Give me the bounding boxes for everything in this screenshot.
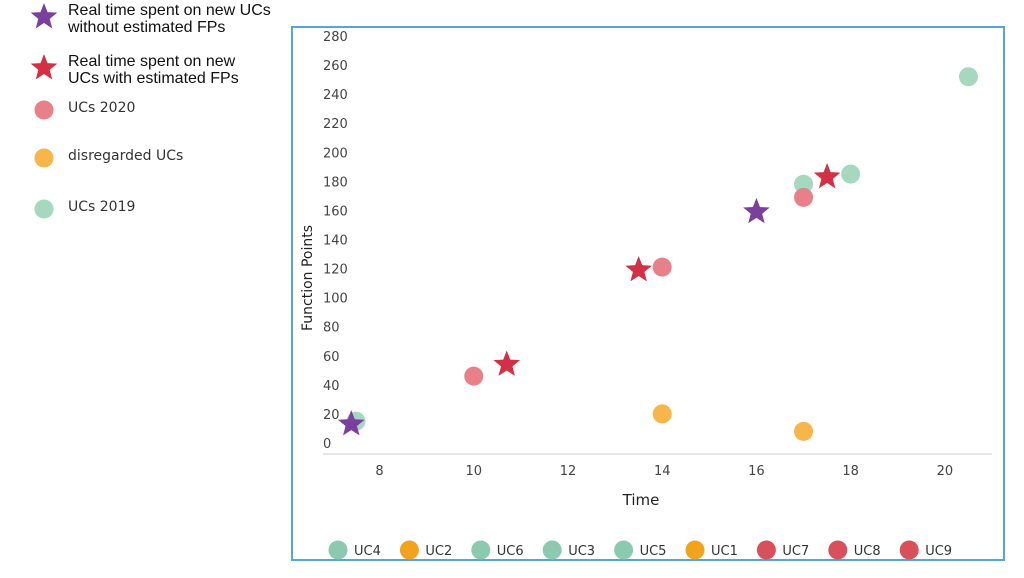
legend-circle-marker xyxy=(34,199,54,219)
bottom-legend-marker xyxy=(399,540,419,560)
data-point-star xyxy=(743,197,770,224)
y-tick-label: 160 xyxy=(323,204,348,219)
legend-label: Real time spent on new UCs without estim… xyxy=(68,2,271,36)
legend-label: disregarded UCs xyxy=(68,148,184,164)
legend-label: UCs 2020 xyxy=(68,100,136,116)
data-point-circle xyxy=(652,257,672,277)
x-axis-title: Time xyxy=(622,491,660,509)
plot-frame xyxy=(291,26,1005,561)
x-tick-label: 14 xyxy=(654,464,671,479)
data-point-circle xyxy=(652,404,672,424)
bottom-legend-label: UC4 xyxy=(354,544,381,559)
bottom-legend-marker xyxy=(614,540,634,560)
orange-circle-icon xyxy=(30,144,58,172)
data-point-star xyxy=(337,410,365,436)
y-tick-label: 280 xyxy=(323,30,348,45)
y-tick-label: 20 xyxy=(323,408,340,423)
x-tick-label: 20 xyxy=(937,464,954,479)
data-point-star xyxy=(813,163,841,189)
pink-circle-icon xyxy=(30,96,58,124)
green-circle-icon xyxy=(30,195,58,223)
x-tick-label: 18 xyxy=(842,464,859,479)
data-point-star xyxy=(625,256,652,282)
bottom-legend-marker xyxy=(542,540,562,560)
legend-star-marker xyxy=(30,3,58,29)
y-tick-label: 60 xyxy=(323,350,340,365)
x-tick-label: 10 xyxy=(465,464,482,479)
y-axis-title: Function Points xyxy=(300,225,316,331)
legend-item-ucs-2020: UCs 2020 xyxy=(30,96,135,124)
y-tick-label: 240 xyxy=(323,88,348,103)
bottom-legend-label: UC6 xyxy=(497,544,524,559)
legend-star-marker xyxy=(30,54,58,80)
outer-legend: Real time spent on new UCs without estim… xyxy=(0,0,300,240)
bottom-legend-marker xyxy=(756,540,776,560)
legend-label: Real time spent on new UCs with estimate… xyxy=(68,53,239,87)
bottom-legend-label: UC1 xyxy=(711,544,738,559)
legend-item-without-estimated-fps: Real time spent on new UCs without estim… xyxy=(30,2,271,36)
x-tick-label: 16 xyxy=(748,464,765,479)
bottom-legend-label: UC5 xyxy=(640,544,667,559)
bottom-legend-label: UC7 xyxy=(782,544,809,559)
data-point-star xyxy=(493,350,521,376)
y-tick-label: 120 xyxy=(323,263,348,278)
bottom-legend-label: UC8 xyxy=(854,544,881,559)
data-point-circle xyxy=(794,421,814,441)
legend-item-disregarded: disregarded UCs xyxy=(30,144,183,172)
x-tick-label: 8 xyxy=(375,464,383,479)
y-tick-label: 180 xyxy=(323,175,348,190)
y-tick-label: 140 xyxy=(323,234,348,249)
legend-circle-marker xyxy=(34,100,54,120)
bottom-legend-marker xyxy=(685,540,705,560)
y-tick-label: 40 xyxy=(323,379,340,394)
purple-star-icon xyxy=(30,2,58,30)
legend-item-ucs-2019: UCs 2019 xyxy=(30,195,135,223)
y-tick-label: 200 xyxy=(323,146,348,161)
y-tick-label: 100 xyxy=(323,292,348,307)
y-tick-label: 220 xyxy=(323,117,348,132)
bottom-legend-marker xyxy=(828,540,848,560)
legend-circle-marker xyxy=(34,148,54,168)
bottom-legend-marker xyxy=(328,540,348,560)
y-tick-label: 260 xyxy=(323,59,348,74)
data-point-circle xyxy=(958,67,978,87)
data-point-circle xyxy=(794,187,814,207)
bottom-legend-label: UC9 xyxy=(925,544,952,559)
bottom-legend-label: UC2 xyxy=(425,544,452,559)
bottom-legend-label: UC3 xyxy=(568,544,595,559)
y-tick-label: 80 xyxy=(323,321,340,336)
red-star-icon xyxy=(30,53,58,81)
x-tick-label: 12 xyxy=(560,464,577,479)
data-point-circle xyxy=(841,164,861,184)
bottom-legend-marker xyxy=(899,540,919,560)
legend-label: UCs 2019 xyxy=(68,199,136,215)
data-point-circle xyxy=(464,366,484,386)
legend-item-with-estimated-fps: Real time spent on new UCs with estimate… xyxy=(30,53,239,87)
y-tick-label: 0 xyxy=(323,437,331,452)
data-point-circle xyxy=(794,174,814,194)
bottom-legend-marker xyxy=(471,540,491,560)
